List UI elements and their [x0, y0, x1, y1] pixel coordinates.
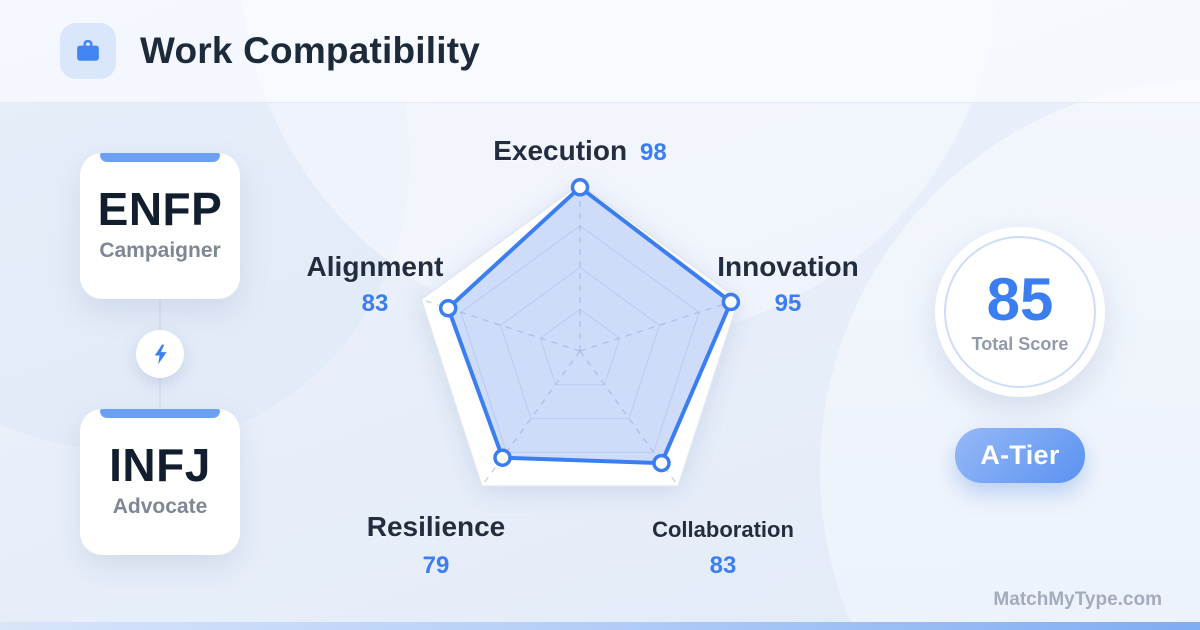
axis-name: Resilience	[366, 511, 506, 542]
total-score-label: Total Score	[971, 333, 1069, 354]
radar-data-point	[570, 178, 590, 197]
axis-label-collaboration: Collaboration 83	[633, 517, 813, 580]
card-accent-bar	[100, 153, 220, 162]
total-score-value: 85	[986, 266, 1054, 334]
page-title: Work Compatibility	[140, 30, 481, 71]
card-accent-bar	[100, 409, 220, 418]
radar-spoke	[579, 298, 740, 352]
axis-value: 83	[709, 552, 737, 579]
type-name: Advocate	[112, 494, 208, 518]
axis-value: 95	[774, 290, 802, 317]
axis-name: Collaboration	[652, 517, 794, 542]
axis-name: Alignment	[306, 251, 444, 282]
bottom-accent-bar	[0, 622, 1200, 630]
axis-label-alignment: Alignment 83	[290, 251, 460, 318]
briefcase-icon	[60, 23, 116, 79]
axis-label-innovation: Innovation 95	[702, 251, 874, 318]
tier-badge: A-Tier	[955, 428, 1085, 483]
radar-chart-svg	[420, 178, 741, 487]
radar-data-point	[438, 298, 458, 318]
header: Work Compatibility	[0, 0, 1200, 103]
type-card-infj: INFJ Advocate	[80, 409, 240, 555]
axis-name: Innovation	[717, 251, 859, 282]
briefcase-icon-glyph	[77, 39, 99, 61]
radar-grid-ring	[500, 266, 660, 420]
axis-value: 79	[422, 552, 450, 579]
type-code: INFJ	[109, 439, 211, 491]
type-name: Campaigner	[99, 238, 221, 262]
watermark: MatchMyType.com	[993, 589, 1162, 610]
axis-label-execution: Execution 98	[400, 135, 760, 167]
radar-spoke	[481, 350, 581, 487]
axis-name: Execution	[493, 135, 628, 166]
axis-label-resilience: Resilience 79	[346, 511, 526, 580]
radar-spoke	[420, 298, 581, 352]
type-code: ENFP	[97, 183, 223, 235]
radar-data-point	[493, 448, 512, 467]
radar-grid-ring	[539, 308, 621, 386]
total-score-circle: 85 Total Score	[935, 227, 1105, 397]
radar-data-polygon	[446, 185, 733, 466]
lightning-bolt-icon	[154, 344, 167, 364]
axis-value: 83	[361, 290, 389, 317]
type-card-enfp: ENFP Campaigner	[80, 153, 240, 299]
radar-data-point	[721, 292, 741, 312]
radar-grid-ring	[460, 225, 700, 453]
axis-value: 98	[640, 139, 667, 166]
radar-spoke	[579, 350, 679, 487]
connector-circle	[136, 330, 184, 378]
radar-data-point	[652, 453, 671, 473]
